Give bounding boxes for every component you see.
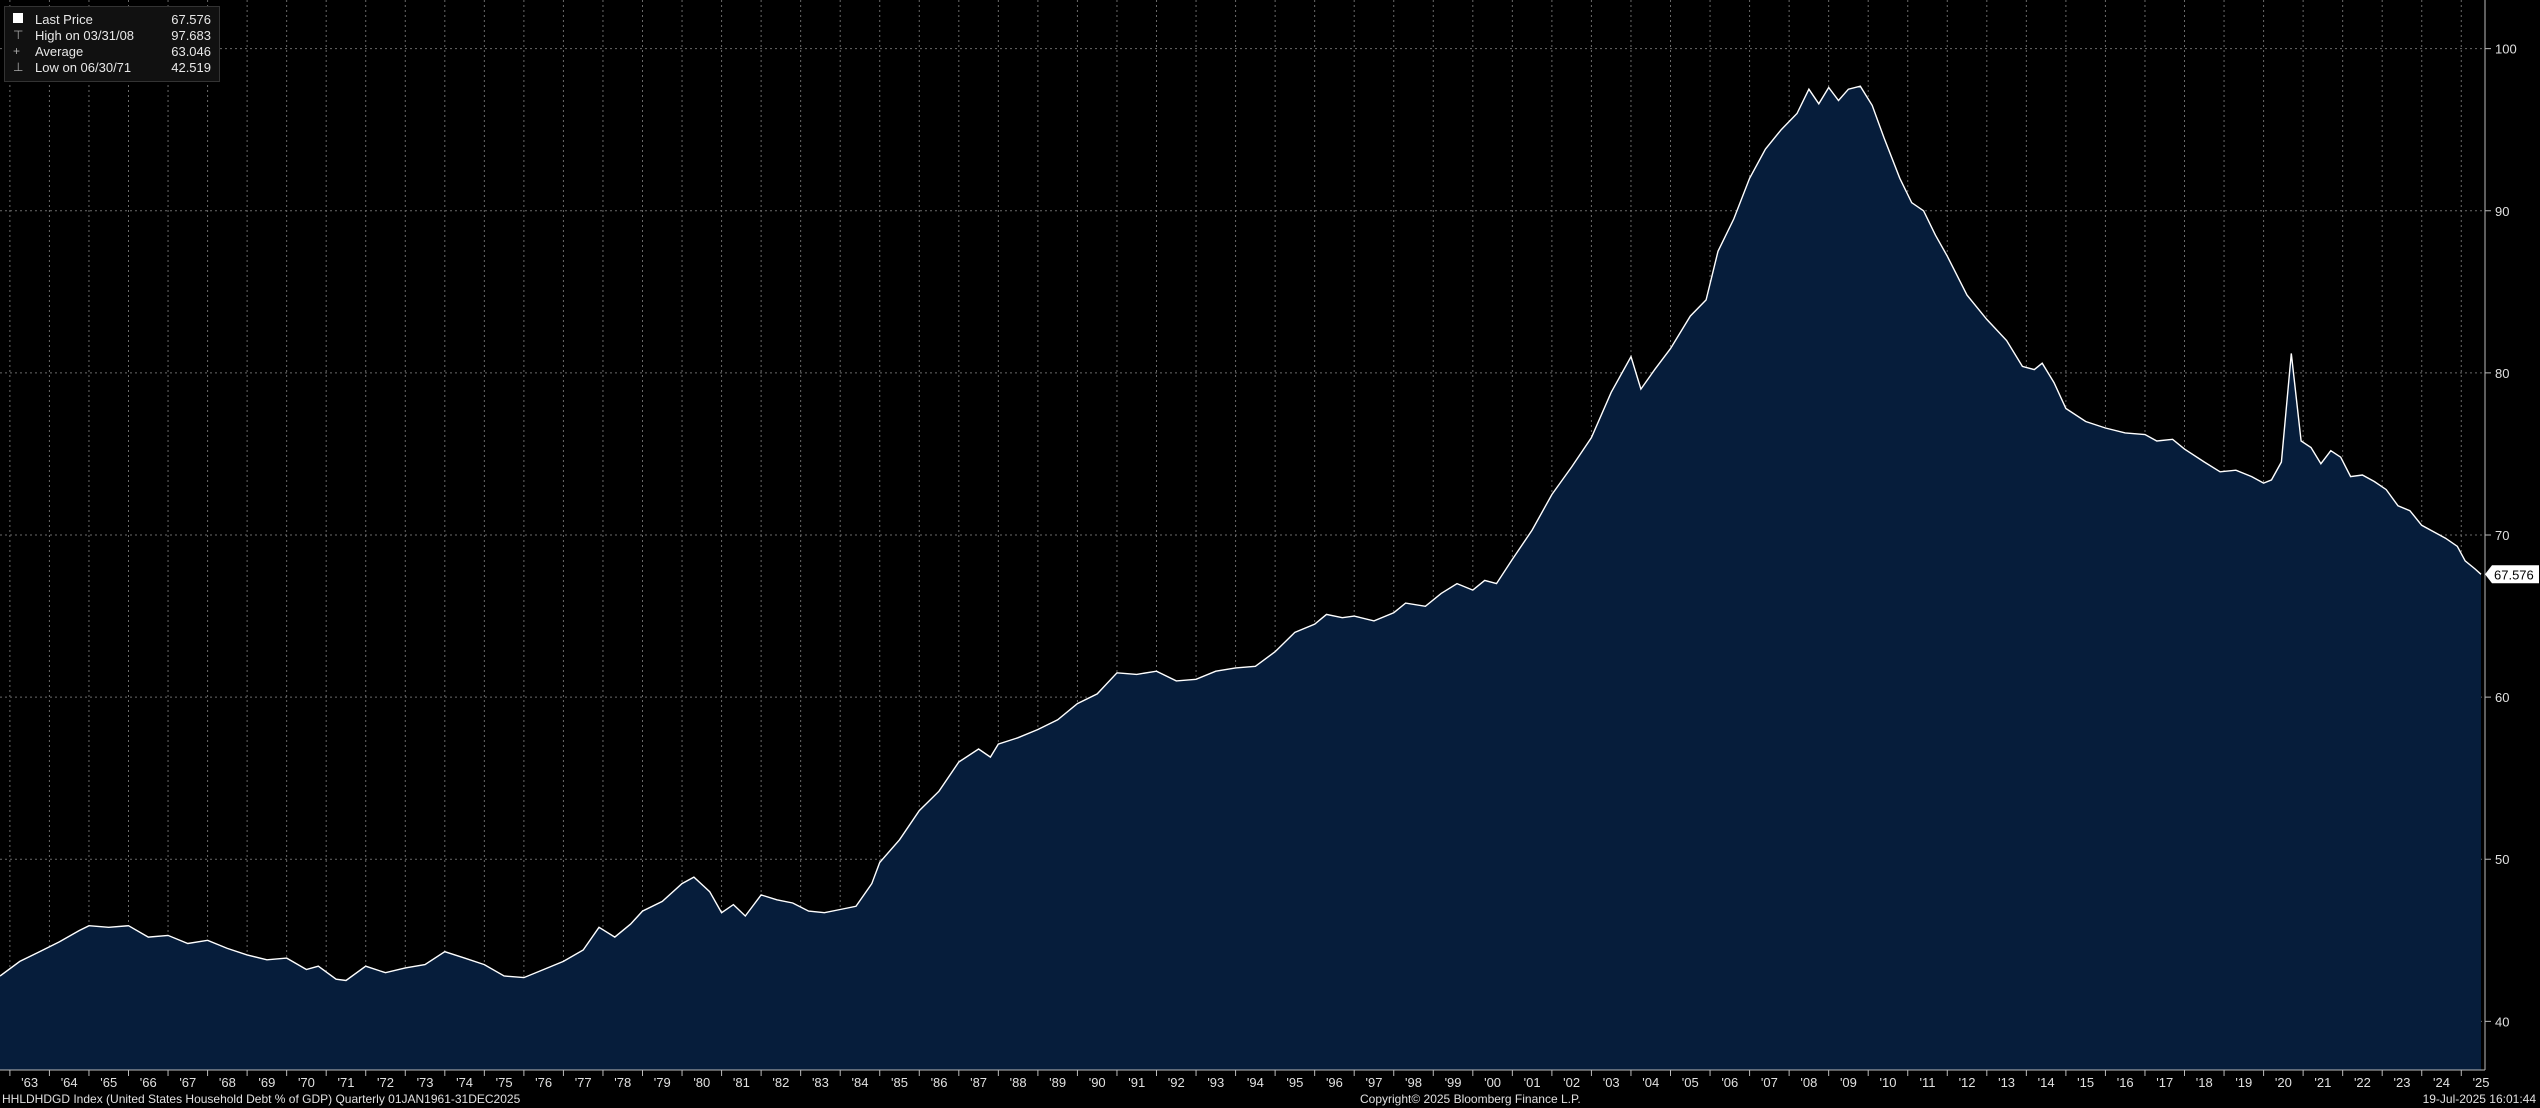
x-tick-label: '15: [2077, 1075, 2094, 1090]
x-tick-label: '70: [298, 1075, 315, 1090]
y-tick-label: 50: [2495, 852, 2509, 867]
legend-label: Last Price: [35, 11, 93, 27]
x-tick-label: '21: [2314, 1075, 2331, 1090]
x-tick-label: '78: [614, 1075, 631, 1090]
y-tick-label: 80: [2495, 366, 2509, 381]
legend-label: Low on 06/30/71: [35, 59, 132, 75]
x-tick-label: '82: [772, 1075, 789, 1090]
x-tick-label: '07: [1761, 1075, 1778, 1090]
y-tick-label: 90: [2495, 204, 2509, 219]
x-tick-label: '86: [931, 1075, 948, 1090]
square-icon: [13, 12, 35, 26]
x-tick-label: '01: [1524, 1075, 1541, 1090]
x-tick-label: '00: [1484, 1075, 1501, 1090]
x-tick-label: '14: [2038, 1075, 2055, 1090]
last-value-box: [2485, 565, 2539, 584]
x-tick-label: '19: [2235, 1075, 2252, 1090]
x-tick-label: '84: [851, 1075, 868, 1090]
x-tick-label: '88: [1010, 1075, 1027, 1090]
series-line: [0, 85, 2482, 982]
x-tick-label: '20: [2275, 1075, 2292, 1090]
legend-value: 63.046: [171, 43, 211, 59]
last-value-label: 67.576: [2494, 567, 2534, 582]
x-tick-label: '16: [2117, 1075, 2134, 1090]
x-tick-label: '73: [417, 1075, 434, 1090]
x-tick-label: '71: [337, 1075, 354, 1090]
x-tick-label: '18: [2196, 1075, 2213, 1090]
x-tick-label: '90: [1089, 1075, 1106, 1090]
x-tick-label: '65: [100, 1075, 117, 1090]
y-axis: 40 50 60 70 80 90 100: [2485, 42, 2517, 1029]
y-tick-label: 100: [2495, 42, 2517, 57]
y-tick-label: 40: [2495, 1014, 2509, 1029]
legend: Last Price 67.576 ⊤ High on 03/31/08 97.…: [4, 6, 220, 82]
y-tick-label: 60: [2495, 690, 2509, 705]
x-tick-label: '97: [1365, 1075, 1382, 1090]
x-tick-label: '91: [1128, 1075, 1145, 1090]
x-tick-label: '75: [496, 1075, 513, 1090]
x-tick-label: '74: [456, 1075, 473, 1090]
x-tick-label: '02: [1563, 1075, 1580, 1090]
x-tick-label: '13: [1998, 1075, 2015, 1090]
x-tick-label: '72: [377, 1075, 394, 1090]
x-tick-label: '04: [1642, 1075, 1659, 1090]
footer-timestamp: 19-Jul-2025 16:01:44: [2422, 1092, 2536, 1106]
x-tick-label: '79: [654, 1075, 671, 1090]
legend-row: Last Price 67.576: [13, 11, 211, 27]
x-tick-label: '09: [1840, 1075, 1857, 1090]
x-tick-label: '80: [693, 1075, 710, 1090]
x-tick-label: '92: [1168, 1075, 1185, 1090]
x-tick-label: '83: [812, 1075, 829, 1090]
x-tick-label: '87: [970, 1075, 987, 1090]
x-tick-label: '03: [1603, 1075, 1620, 1090]
legend-value: 97.683: [171, 27, 211, 43]
y-tick-label: 70: [2495, 528, 2509, 543]
x-tick-label: '64: [61, 1075, 78, 1090]
x-tick-label: '69: [258, 1075, 275, 1090]
last-value-marker: 67.576: [2485, 565, 2539, 584]
series-area: [0, 86, 2481, 1070]
legend-label: High on 03/31/08: [35, 27, 135, 43]
average-marker-icon: +: [13, 44, 21, 58]
low-marker-icon: ⊥: [13, 60, 24, 74]
x-tick-label: '22: [2354, 1075, 2371, 1090]
x-tick-label: '25: [2473, 1075, 2490, 1090]
legend-row: ⊤ High on 03/31/08 97.683: [13, 27, 211, 43]
x-tick-label: '98: [1405, 1075, 1422, 1090]
legend-row: + Average 63.046: [13, 43, 211, 59]
x-tick-label: '94: [1247, 1075, 1264, 1090]
x-tick-label: '77: [575, 1075, 592, 1090]
x-tick-label: '06: [1721, 1075, 1738, 1090]
x-tick-label: '05: [1682, 1075, 1699, 1090]
x-tick-label: '12: [1959, 1075, 1976, 1090]
x-tick-label: '99: [1445, 1075, 1462, 1090]
x-tick-label: '95: [1286, 1075, 1303, 1090]
legend-label: Average: [35, 43, 84, 59]
x-tick-label: '67: [179, 1075, 196, 1090]
x-tick-label: '81: [733, 1075, 750, 1090]
x-tick-label: '08: [1800, 1075, 1817, 1090]
x-tick-label: '10: [1879, 1075, 1896, 1090]
x-tick-label: '89: [1049, 1075, 1066, 1090]
x-tick-label: '63: [21, 1075, 38, 1090]
footer-copyright: Copyright© 2025 Bloomberg Finance L.P.: [1360, 1092, 1581, 1106]
x-tick-label: '66: [140, 1075, 157, 1090]
x-tick-label: '11: [1920, 1075, 1936, 1090]
x-tick-label: '96: [1326, 1075, 1343, 1090]
x-tick-label: '24: [2433, 1075, 2450, 1090]
legend-value: 42.519: [171, 59, 211, 75]
legend-row: ⊥ Low on 06/30/71 42.519: [13, 59, 211, 75]
x-tick-label: '93: [1207, 1075, 1224, 1090]
legend-value: 67.576: [171, 11, 211, 27]
x-tick-label: '85: [891, 1075, 908, 1090]
high-marker-icon: ⊤: [13, 28, 24, 42]
x-tick-label: '76: [535, 1075, 552, 1090]
footer-index-description: HHLDHDGD Index (United States Household …: [2, 1092, 521, 1106]
x-tick-label: '23: [2393, 1075, 2410, 1090]
x-tick-label: '17: [2156, 1075, 2173, 1090]
x-tick-label: '68: [219, 1075, 236, 1090]
x-axis: '63 '64 '65 '66 '67 '68 '69 '70 '71 '72 '73 '74 '75 '…: [9, 1070, 2490, 1090]
